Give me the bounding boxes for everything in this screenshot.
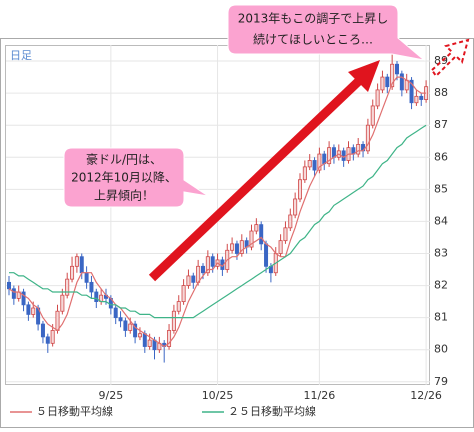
dashed-arrow: [430, 38, 470, 78]
candle-body: [31, 307, 36, 315]
candle-body: [113, 307, 118, 319]
y-tick-label: 82: [434, 279, 448, 292]
candle-body: [312, 160, 317, 171]
y-tick-label: 85: [434, 182, 448, 195]
candle-body: [171, 310, 176, 331]
y-tick-label: 86: [434, 150, 448, 163]
candle-body: [327, 147, 332, 165]
legend-label: ２５日移動平均線: [228, 404, 316, 418]
callout-text: 上昇傾向！: [94, 188, 154, 203]
y-tick-label: 84: [434, 214, 448, 227]
candle-body: [7, 281, 12, 290]
candle-body: [123, 320, 128, 331]
legend-label: ５日移動平均線: [36, 404, 113, 418]
y-tick-label: 80: [434, 343, 448, 356]
candle-body: [205, 256, 210, 274]
candle-body: [142, 333, 147, 347]
candle-body: [118, 317, 123, 322]
candle-body: [21, 291, 26, 306]
candle-body: [147, 339, 152, 347]
callout-text: 続けてほしいところ…: [253, 33, 373, 47]
candle-body: [356, 144, 361, 155]
candle-body: [200, 265, 205, 274]
candle-body: [186, 275, 191, 286]
candle-body: [249, 230, 254, 248]
candle-body: [74, 256, 79, 267]
candle-body: [365, 124, 370, 152]
candle-body: [288, 214, 293, 229]
candle-body: [307, 160, 312, 168]
candle-body: [89, 281, 94, 293]
candle-body: [60, 294, 65, 312]
ma-line: [8, 76, 427, 348]
candle-body: [419, 95, 424, 100]
candle-body: [341, 150, 346, 161]
candle-body: [65, 278, 70, 296]
candle-body: [79, 256, 84, 274]
candle-body: [133, 323, 138, 338]
candle-body: [234, 243, 239, 254]
candle-body: [293, 198, 298, 216]
y-tick-label: 79: [434, 375, 448, 388]
candle-body: [40, 323, 45, 338]
trend-arrow: [148, 74, 366, 282]
candle-body: [264, 243, 269, 267]
y-tick-label: 87: [434, 118, 448, 131]
callout: 2013年もこの調子で上昇し 続けてほしいところ…: [227, 4, 426, 61]
y-tick-label: 88: [434, 86, 448, 99]
callout-text: 豪ドル/円は、: [86, 152, 162, 167]
candle-body: [239, 240, 244, 254]
candle-body: [278, 240, 283, 254]
y-tick-label: 89: [434, 54, 448, 67]
y-tick-label: 81: [434, 311, 448, 324]
candle-body: [55, 310, 60, 331]
candle-body: [230, 243, 235, 251]
candle-body: [167, 330, 172, 347]
candle-body: [297, 179, 302, 200]
candle-body: [70, 265, 75, 280]
callout: 豪ドル/円は、 2012年10月以降、 上昇傾向！: [63, 147, 209, 208]
candle-body: [322, 153, 327, 165]
arrow-head: [348, 60, 380, 92]
candle-body: [317, 153, 322, 171]
candle-body: [375, 89, 380, 107]
candle-body: [302, 166, 307, 181]
candle-body: [210, 256, 215, 267]
candle-body: [176, 301, 181, 312]
candle-body: [390, 63, 395, 88]
candle-body: [409, 79, 414, 104]
candle-body: [414, 95, 419, 104]
candle-body: [370, 105, 375, 126]
callout-text: 2012年10月以降、: [71, 171, 177, 185]
candle-body: [259, 224, 264, 245]
x-tick-label: 10/25: [202, 389, 234, 402]
candle-body: [283, 227, 288, 242]
chart-title: 日足: [10, 49, 32, 62]
candle-body: [394, 63, 399, 75]
candle-body: [254, 224, 259, 232]
candle-body: [385, 76, 390, 88]
candle-body: [380, 76, 385, 91]
candle-body: [191, 275, 196, 283]
candle-body: [26, 304, 31, 315]
x-tick-label: 12/26: [410, 389, 442, 402]
ma-line: [9, 124, 427, 319]
candle-body: [137, 333, 142, 338]
candle-body: [399, 73, 404, 91]
candle-body: [50, 330, 55, 344]
candle-body: [128, 323, 133, 331]
x-tick-label: 11/26: [304, 389, 336, 402]
x-tick-label: 9/25: [98, 389, 123, 402]
candle-body: [11, 288, 16, 299]
candle-body: [94, 291, 99, 303]
callout-text: 2013年もこの調子で上昇し: [238, 12, 389, 26]
candle-body: [84, 272, 89, 283]
y-tick-label: 83: [434, 246, 448, 259]
candle-body: [181, 285, 186, 303]
candle-body: [45, 336, 50, 344]
